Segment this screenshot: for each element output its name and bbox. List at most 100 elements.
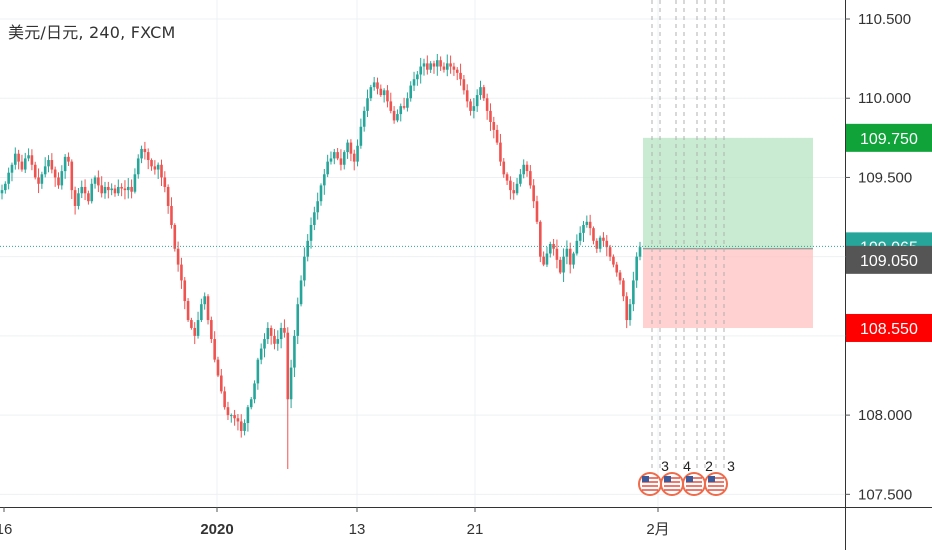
candle-body: [565, 248, 569, 257]
candle-body: [416, 74, 419, 80]
chart-title: 美元/日元, 240, FXCM: [8, 19, 175, 43]
candle-body: [545, 253, 549, 265]
candle-body: [133, 174, 137, 192]
candle-body: [439, 60, 442, 67]
candle-body: [359, 126, 363, 146]
risk-reward-zones[interactable]: [643, 137, 813, 328]
candle-body: [362, 110, 366, 127]
candle-body: [462, 79, 466, 91]
candle-body: [389, 101, 393, 111]
candle-body: [539, 221, 542, 257]
candle-body: [239, 421, 243, 431]
candle-body: [63, 156, 67, 172]
candle-body: [442, 66, 446, 70]
candle-body: [432, 63, 436, 67]
candle-body: [509, 180, 512, 191]
candle-body: [396, 114, 399, 121]
candle-body: [70, 161, 74, 191]
candle-body: [27, 155, 30, 159]
candle-body: [43, 166, 47, 175]
candle-body: [512, 190, 516, 194]
candle-body: [595, 240, 599, 249]
candle-body: [183, 280, 187, 302]
candle-body: [77, 193, 80, 206]
candle-body: [166, 186, 170, 206]
candle-body: [243, 423, 246, 431]
candle-body: [429, 63, 432, 70]
candle-body: [123, 188, 127, 191]
candle-body: [286, 332, 290, 400]
candle-body: [23, 158, 27, 170]
candle-body: [392, 110, 396, 121]
candle-body: [492, 121, 496, 130]
candle-body: [475, 95, 479, 107]
candle-body: [336, 152, 339, 159]
candle-body: [150, 160, 153, 167]
candle-body: [499, 142, 502, 162]
candle-body: [326, 161, 329, 175]
loss-zone: [643, 248, 813, 328]
candle-body: [426, 63, 429, 70]
candle-body: [120, 186, 123, 189]
candle-body: [372, 82, 376, 88]
candle-body: [346, 142, 349, 153]
candle-body: [256, 359, 260, 384]
candle-body: [269, 327, 273, 336]
candle-body: [505, 174, 509, 181]
candle-body: [153, 166, 157, 170]
candle-body: [625, 296, 629, 321]
event-count: 4: [683, 458, 691, 474]
candle-body: [37, 177, 40, 184]
candle-body: [156, 164, 160, 170]
candle-body: [293, 335, 296, 368]
candle-body: [146, 152, 150, 161]
candle-body: [50, 160, 54, 170]
candle-body: [502, 161, 506, 175]
candle-body: [226, 407, 230, 416]
candle-body: [110, 188, 113, 191]
x-tick-label: 2020: [200, 521, 233, 538]
candle-body: [399, 106, 403, 115]
interval-label: 240: [88, 23, 121, 42]
candle-body: [555, 248, 559, 260]
candle-body: [163, 177, 167, 187]
candle-body: [30, 155, 34, 165]
flag-canton: [642, 476, 649, 482]
candle-body: [635, 256, 638, 281]
candle-body: [296, 304, 300, 336]
candle-body: [329, 158, 333, 162]
x-tick-label: 13: [349, 521, 366, 538]
candle-body: [170, 205, 173, 225]
candle-body: [216, 359, 220, 376]
candle-body: [140, 148, 143, 159]
candle-body: [578, 232, 582, 241]
candle-body: [552, 243, 555, 249]
event-count: 3: [727, 458, 735, 474]
event-count: 3: [661, 458, 669, 474]
x-tick-label: 16: [0, 521, 12, 538]
candle-body: [246, 407, 250, 424]
candle-body: [515, 183, 519, 194]
candle-body: [103, 186, 107, 194]
entry-price-badge: 109.050: [860, 253, 918, 270]
candle-body: [598, 237, 602, 249]
candle-body: [200, 304, 203, 321]
candle-body: [386, 90, 389, 102]
candle-body: [485, 98, 489, 111]
candle-body: [186, 301, 190, 321]
candle-body: [628, 304, 632, 321]
title-separator: ,: [120, 23, 131, 42]
candle-body: [409, 85, 413, 99]
profit-zone: [643, 137, 813, 249]
candle-body: [612, 256, 615, 265]
candle-body: [366, 98, 369, 111]
candle-body: [97, 177, 100, 186]
candle-body: [229, 415, 233, 417]
candle-body: [588, 221, 592, 229]
candle-body: [87, 193, 90, 202]
candle-body: [259, 348, 263, 360]
